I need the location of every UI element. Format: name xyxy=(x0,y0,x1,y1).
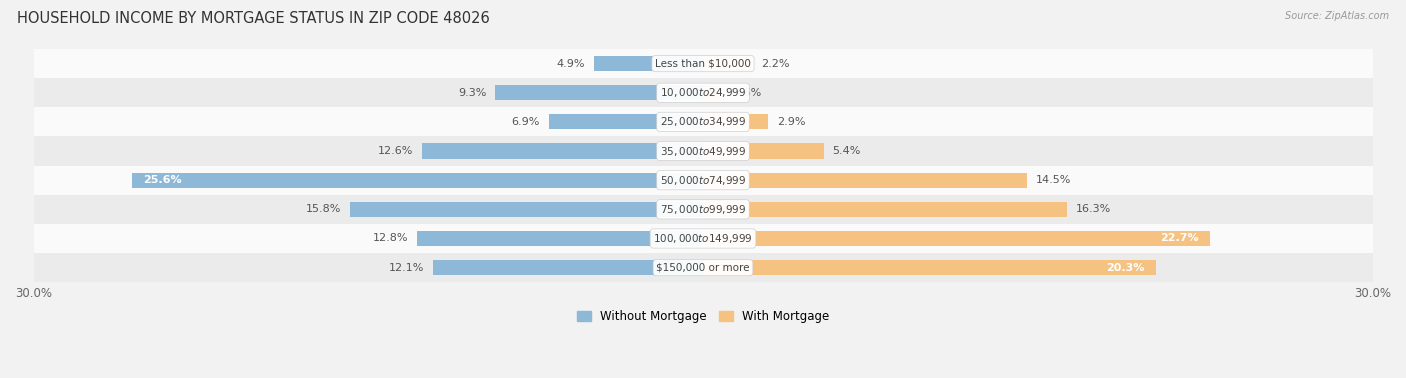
Text: $35,000 to $49,999: $35,000 to $49,999 xyxy=(659,144,747,158)
Bar xyxy=(703,173,1026,188)
Text: HOUSEHOLD INCOME BY MORTGAGE STATUS IN ZIP CODE 48026: HOUSEHOLD INCOME BY MORTGAGE STATUS IN Z… xyxy=(17,11,489,26)
Bar xyxy=(34,49,1372,78)
Bar xyxy=(34,166,1372,195)
Text: 12.6%: 12.6% xyxy=(377,146,413,156)
Text: 12.1%: 12.1% xyxy=(388,263,425,273)
Bar xyxy=(703,231,1209,246)
Text: 9.3%: 9.3% xyxy=(458,88,486,98)
Text: 16.3%: 16.3% xyxy=(1076,204,1111,214)
Text: 0.66%: 0.66% xyxy=(727,88,762,98)
Text: 25.6%: 25.6% xyxy=(143,175,181,185)
Text: $10,000 to $24,999: $10,000 to $24,999 xyxy=(659,86,747,99)
Text: 22.7%: 22.7% xyxy=(1160,234,1198,243)
Bar xyxy=(34,253,1372,282)
Bar xyxy=(703,202,1067,217)
Bar xyxy=(350,202,703,217)
Bar xyxy=(703,85,717,100)
Bar xyxy=(34,78,1372,107)
Text: Less than $10,000: Less than $10,000 xyxy=(655,59,751,68)
Bar xyxy=(422,144,703,159)
Text: $50,000 to $74,999: $50,000 to $74,999 xyxy=(659,174,747,187)
Text: 6.9%: 6.9% xyxy=(512,117,540,127)
Text: 5.4%: 5.4% xyxy=(832,146,860,156)
Bar xyxy=(548,114,703,129)
Bar xyxy=(703,260,1156,275)
Bar xyxy=(495,85,703,100)
Text: $100,000 to $149,999: $100,000 to $149,999 xyxy=(654,232,752,245)
Bar xyxy=(433,260,703,275)
Text: Source: ZipAtlas.com: Source: ZipAtlas.com xyxy=(1285,11,1389,21)
Bar xyxy=(703,144,824,159)
Text: 20.3%: 20.3% xyxy=(1107,263,1144,273)
Bar xyxy=(132,173,703,188)
Text: $25,000 to $34,999: $25,000 to $34,999 xyxy=(659,115,747,129)
Bar xyxy=(418,231,703,246)
Text: $150,000 or more: $150,000 or more xyxy=(657,263,749,273)
Text: 15.8%: 15.8% xyxy=(307,204,342,214)
Bar xyxy=(34,224,1372,253)
Text: 2.9%: 2.9% xyxy=(776,117,806,127)
Bar xyxy=(593,56,703,71)
Text: 14.5%: 14.5% xyxy=(1035,175,1071,185)
Legend: Without Mortgage, With Mortgage: Without Mortgage, With Mortgage xyxy=(572,305,834,328)
Bar xyxy=(703,56,752,71)
Text: $75,000 to $99,999: $75,000 to $99,999 xyxy=(659,203,747,216)
Text: 2.2%: 2.2% xyxy=(761,59,790,68)
Bar xyxy=(34,107,1372,136)
Bar xyxy=(34,195,1372,224)
Text: 12.8%: 12.8% xyxy=(373,234,408,243)
Text: 4.9%: 4.9% xyxy=(557,59,585,68)
Bar xyxy=(34,136,1372,166)
Bar xyxy=(703,114,768,129)
